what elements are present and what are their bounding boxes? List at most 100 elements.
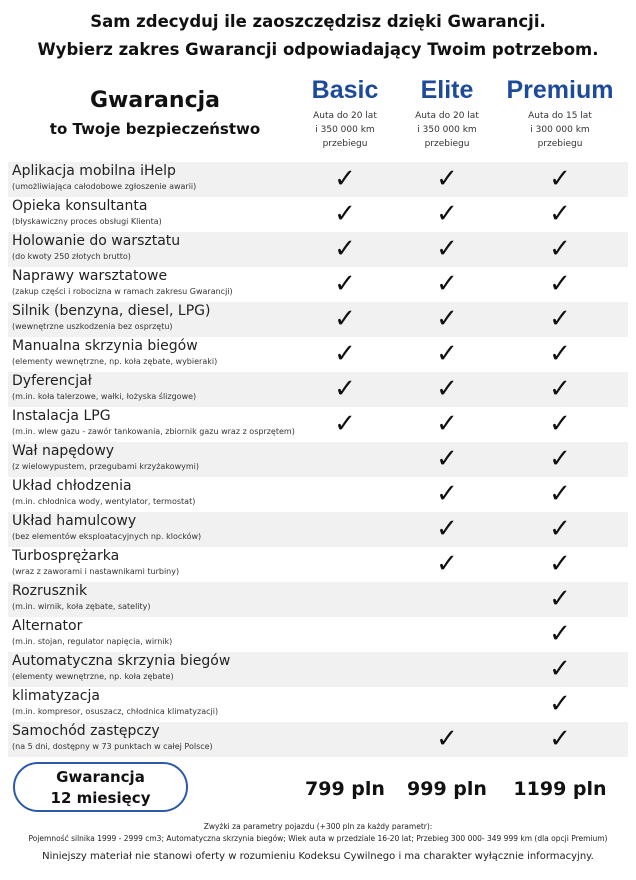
checkmark-icon: ✓ xyxy=(549,514,571,544)
plan-description-line: Auta do 15 lat xyxy=(528,111,592,121)
row-title: Silnik (benzyna, diesel, LPG) xyxy=(12,303,211,319)
checkmark-icon: ✓ xyxy=(436,444,458,474)
row-title: Opieka konsultanta xyxy=(12,198,148,214)
table-row: Manualna skrzynia biegów (elementy wewnęt… xyxy=(8,337,628,372)
row-title: Aplikacja mobilna iHelp xyxy=(12,163,176,179)
row-subtitle: (m.in. koła talerzowe, wałki, łożyska śl… xyxy=(12,392,197,401)
plan-description-line: i 350 000 km xyxy=(315,125,375,135)
table-row: klimatyzacja (m.in. kompresor, osuszacz, … xyxy=(8,687,628,722)
checkmark-icon: ✓ xyxy=(549,339,571,369)
plan-basic: Basic Auta do 20 lat i 350 000 km przebiegu xyxy=(290,76,400,151)
row-subtitle: (błyskawiczny proces obsługi Klienta) xyxy=(12,217,162,226)
table-row: Wał napędowy (z wielowypustem, przegubami… xyxy=(8,442,628,477)
row-subtitle: (bez elementów eksploatacyjnych np. kloc… xyxy=(12,532,202,541)
checkmark-icon: ✓ xyxy=(549,619,571,649)
table-row: Turbosprężarka (wraz z zaworami i nastawn… xyxy=(8,547,628,582)
row-subtitle: (elementy wewnętrzne, np. koła zębate) xyxy=(12,672,174,681)
row-title: klimatyzacja xyxy=(12,688,100,704)
row-subtitle: (z wielowypustem, przegubami krzyżakowym… xyxy=(12,462,199,471)
table-row: Holowanie do warsztatu (do kwoty 250 złot… xyxy=(8,232,628,267)
plan-elite: Elite Auta do 20 lat i 350 000 km przebiegu xyxy=(392,76,502,151)
row-subtitle: (do kwoty 250 złotych brutto) xyxy=(12,252,131,261)
checkmark-icon: ✓ xyxy=(334,409,356,439)
checkmark-icon: ✓ xyxy=(549,584,571,614)
row-title: Naprawy warsztatowe xyxy=(12,268,168,284)
row-subtitle: (na 5 dni, dostępny w 73 punktach w całe… xyxy=(12,742,213,751)
checkmark-icon: ✓ xyxy=(436,549,458,579)
table-row: Dyferencjał (m.in. koła talerzowe, wałki,… xyxy=(8,372,628,407)
row-subtitle: (wewnętrzne uszkodzenia bez osprzętu) xyxy=(12,322,173,331)
row-title: Turbosprężarka xyxy=(12,548,120,564)
checkmark-icon: ✓ xyxy=(549,479,571,509)
checkmark-icon: ✓ xyxy=(436,514,458,544)
checkmark-icon: ✓ xyxy=(549,234,571,264)
checkmark-icon: ✓ xyxy=(549,269,571,299)
plan-description: Auta do 20 lat i 350 000 km przebiegu xyxy=(290,109,400,151)
plan-name: Elite xyxy=(420,76,474,104)
price-basic: 799 pln xyxy=(305,778,385,800)
plan-name: Premium xyxy=(506,76,614,104)
surcharge-title: Zwyżki za parametry pojazdu (+300 pln za… xyxy=(203,822,433,831)
table-row: Silnik (benzyna, diesel, LPG) (wewnętrzne… xyxy=(8,302,628,337)
row-subtitle: (m.in. chłodnica wody, wentylator, termo… xyxy=(12,497,196,506)
row-title: Dyferencjał xyxy=(12,373,92,389)
checkmark-icon: ✓ xyxy=(549,304,571,334)
row-subtitle: (wraz z zaworami i nastawnikami turbiny) xyxy=(12,567,180,576)
section-subtitle: to Twoje bezpieczeństwo xyxy=(49,120,261,138)
checkmark-icon: ✓ xyxy=(549,689,571,719)
table-row: Opieka konsultanta (błyskawiczny proces o… xyxy=(8,197,628,232)
coverage-table: Aplikacja mobilna iHelp (umożliwiająca ca… xyxy=(8,162,628,757)
row-title: Instalacja LPG xyxy=(12,408,111,424)
checkmark-icon: ✓ xyxy=(334,304,356,334)
row-subtitle: (umożliwiająca całodobowe zgłoszenie awa… xyxy=(12,182,197,191)
checkmark-icon: ✓ xyxy=(549,444,571,474)
plan-description-line: Auta do 20 lat xyxy=(313,111,377,121)
plan-description-line: Auta do 20 lat xyxy=(415,111,479,121)
price-premium: 1199 pln xyxy=(513,778,607,800)
row-title: Holowanie do warsztatu xyxy=(12,233,181,249)
price-elite: 999 pln xyxy=(407,778,487,800)
checkmark-icon: ✓ xyxy=(549,409,571,439)
row-subtitle: (elementy wewnętrzne, np. koła zębate, w… xyxy=(12,357,218,366)
table-row: Układ chłodzenia (m.in. chłodnica wody, w… xyxy=(8,477,628,512)
section-title: Gwarancja xyxy=(89,88,220,113)
checkmark-icon: ✓ xyxy=(436,374,458,404)
checkmark-icon: ✓ xyxy=(549,654,571,684)
headline-line-2: Wybierz zakres Gwarancji odpowiadający T… xyxy=(37,40,599,59)
checkmark-icon: ✓ xyxy=(334,234,356,264)
checkmark-icon: ✓ xyxy=(549,549,571,579)
period-line-2: 12 miesięcy xyxy=(50,789,151,807)
checkmark-icon: ✓ xyxy=(334,199,356,229)
row-title: Układ chłodzenia xyxy=(12,478,132,494)
surcharge-list: Pojemność silnika 1999 - 2999 cm3; Autom… xyxy=(28,834,608,843)
row-subtitle: (zakup części i robocizna w ramach zakre… xyxy=(12,287,233,296)
disclaimer: Niniejszy materiał nie stanowi oferty w … xyxy=(42,851,594,862)
checkmark-icon: ✓ xyxy=(436,409,458,439)
row-title: Manualna skrzynia biegów xyxy=(12,338,198,354)
checkmark-icon: ✓ xyxy=(436,199,458,229)
row-subtitle: (m.in. wlew gazu - zawór tankowania, zbi… xyxy=(12,427,295,436)
table-row: Układ hamulcowy (bez elementów eksploatac… xyxy=(8,512,628,547)
row-title: Układ hamulcowy xyxy=(12,513,137,529)
checkmark-icon: ✓ xyxy=(334,164,356,194)
plan-description-line: i 300 000 km xyxy=(530,125,590,135)
row-title: Samochód zastępczy xyxy=(12,723,160,739)
checkmark-icon: ✓ xyxy=(436,304,458,334)
plan-description-line: przebiegu xyxy=(322,139,368,149)
checkmark-icon: ✓ xyxy=(436,339,458,369)
checkmark-icon: ✓ xyxy=(436,724,458,754)
plan-description-line: i 350 000 km xyxy=(417,125,477,135)
table-row: Samochód zastępczy (na 5 dni, dostępny w … xyxy=(8,722,628,757)
row-title: Automatyczna skrzynia biegów xyxy=(12,653,231,669)
row-title: Alternator xyxy=(12,618,83,634)
checkmark-icon: ✓ xyxy=(334,339,356,369)
checkmark-icon: ✓ xyxy=(436,164,458,194)
checkmark-icon: ✓ xyxy=(334,374,356,404)
table-row: Aplikacja mobilna iHelp (umożliwiająca ca… xyxy=(8,162,628,197)
plan-description: Auta do 15 lat i 300 000 km przebiegu xyxy=(505,109,615,151)
table-row: Rozrusznik (m.in. wirnik, koła zębate, sa… xyxy=(8,582,628,617)
plan-description: Auta do 20 lat i 350 000 km przebiegu xyxy=(392,109,502,151)
plan-premium: Premium Auta do 15 lat i 300 000 km przebie… xyxy=(505,76,615,151)
row-title: Wał napędowy xyxy=(12,443,115,459)
period-line-1: Gwarancja xyxy=(56,768,145,786)
